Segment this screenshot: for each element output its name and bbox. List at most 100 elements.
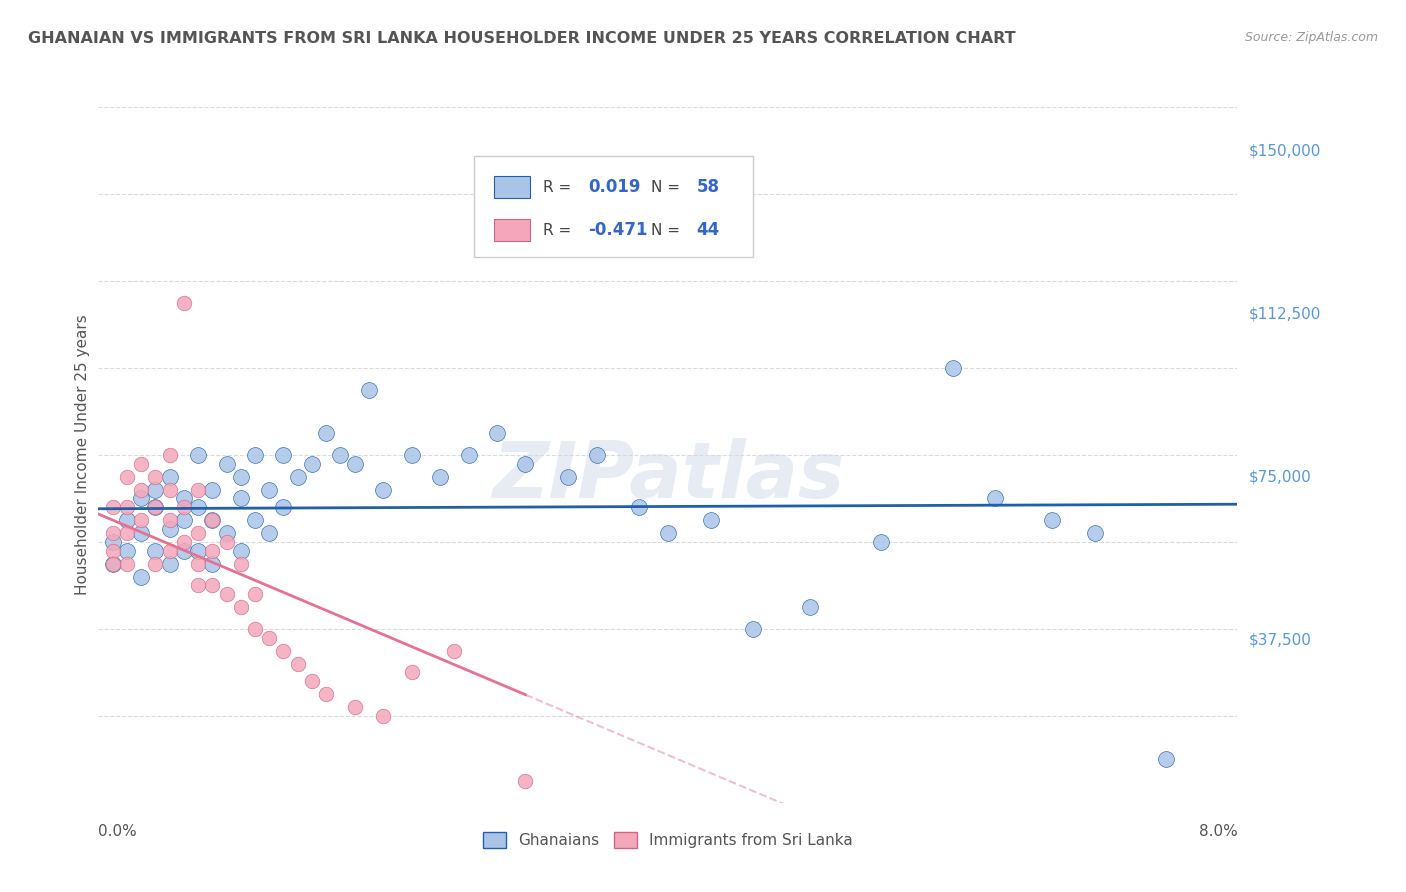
Point [1040,513,1063,527]
Point [515,774,537,789]
Point [187,557,209,571]
Point [129,457,152,471]
Point [557,469,579,483]
Point [129,526,152,541]
Point [229,543,252,558]
Point [401,665,423,680]
Point [287,657,309,671]
Point [173,513,195,527]
Point [273,643,295,657]
Text: $112,500: $112,500 [1249,306,1320,321]
Point [1084,526,1107,541]
Point [101,543,124,558]
Bar [494,219,530,242]
Point [357,383,380,397]
Point [115,543,138,558]
Text: R =: R = [543,179,575,194]
Text: N =: N = [651,179,685,194]
Point [287,469,309,483]
Point [159,543,181,558]
Point [657,526,679,541]
Point [870,534,893,549]
Point [115,469,138,483]
Text: 0.019: 0.019 [588,178,641,196]
Point [115,500,138,514]
Point [329,448,352,462]
Point [799,600,821,615]
Text: 58: 58 [696,178,720,196]
Point [201,513,224,527]
Point [129,513,152,527]
Point [273,448,295,462]
Point [443,643,465,657]
Point [259,483,281,497]
Point [159,448,181,462]
Point [984,491,1007,506]
Text: $150,000: $150,000 [1249,143,1320,158]
Point [301,457,323,471]
Point [215,534,238,549]
Point [371,708,394,723]
Bar [494,176,530,198]
Point [343,457,366,471]
Point [187,483,209,497]
Point [129,570,152,584]
Point [229,600,252,615]
Point [201,483,224,497]
Point [229,557,252,571]
Point [1154,752,1177,766]
Point [243,622,266,636]
Point [129,483,152,497]
Point [457,448,479,462]
Point [101,500,124,514]
Point [243,448,266,462]
Point [229,469,252,483]
Point [215,526,238,541]
Point [187,500,209,514]
Point [187,448,209,462]
Y-axis label: Householder Income Under 25 years: Householder Income Under 25 years [75,315,90,595]
Point [301,674,323,689]
Point [145,483,167,497]
Point [173,491,195,506]
Point [229,491,252,506]
Text: 8.0%: 8.0% [1198,823,1237,838]
Point [259,631,281,645]
Point [173,534,195,549]
Point [201,578,224,592]
Point [315,426,337,441]
Text: -0.471: -0.471 [588,221,648,239]
Point [201,543,224,558]
Point [101,534,124,549]
FancyBboxPatch shape [474,156,754,257]
Point [173,500,195,514]
Point [259,526,281,541]
Text: $75,000: $75,000 [1249,469,1312,484]
Point [371,483,394,497]
Point [173,543,195,558]
Point [315,687,337,701]
Text: Source: ZipAtlas.com: Source: ZipAtlas.com [1244,31,1378,45]
Point [187,578,209,592]
Legend: Ghanaians, Immigrants from Sri Lanka: Ghanaians, Immigrants from Sri Lanka [477,826,859,855]
Point [101,557,124,571]
Point [101,526,124,541]
Point [201,513,224,527]
Point [628,500,651,514]
Text: ZIPatlas: ZIPatlas [492,438,844,514]
Point [585,448,607,462]
Point [343,700,366,714]
Point [187,543,209,558]
Text: GHANAIAN VS IMMIGRANTS FROM SRI LANKA HOUSEHOLDER INCOME UNDER 25 YEARS CORRELAT: GHANAIAN VS IMMIGRANTS FROM SRI LANKA HO… [28,31,1015,46]
Point [243,587,266,601]
Text: 44: 44 [696,221,720,239]
Point [486,426,509,441]
Point [115,526,138,541]
Point [187,526,209,541]
Point [159,522,181,536]
Point [273,500,295,514]
Point [401,448,423,462]
Point [101,557,124,571]
Point [129,491,152,506]
Point [429,469,451,483]
